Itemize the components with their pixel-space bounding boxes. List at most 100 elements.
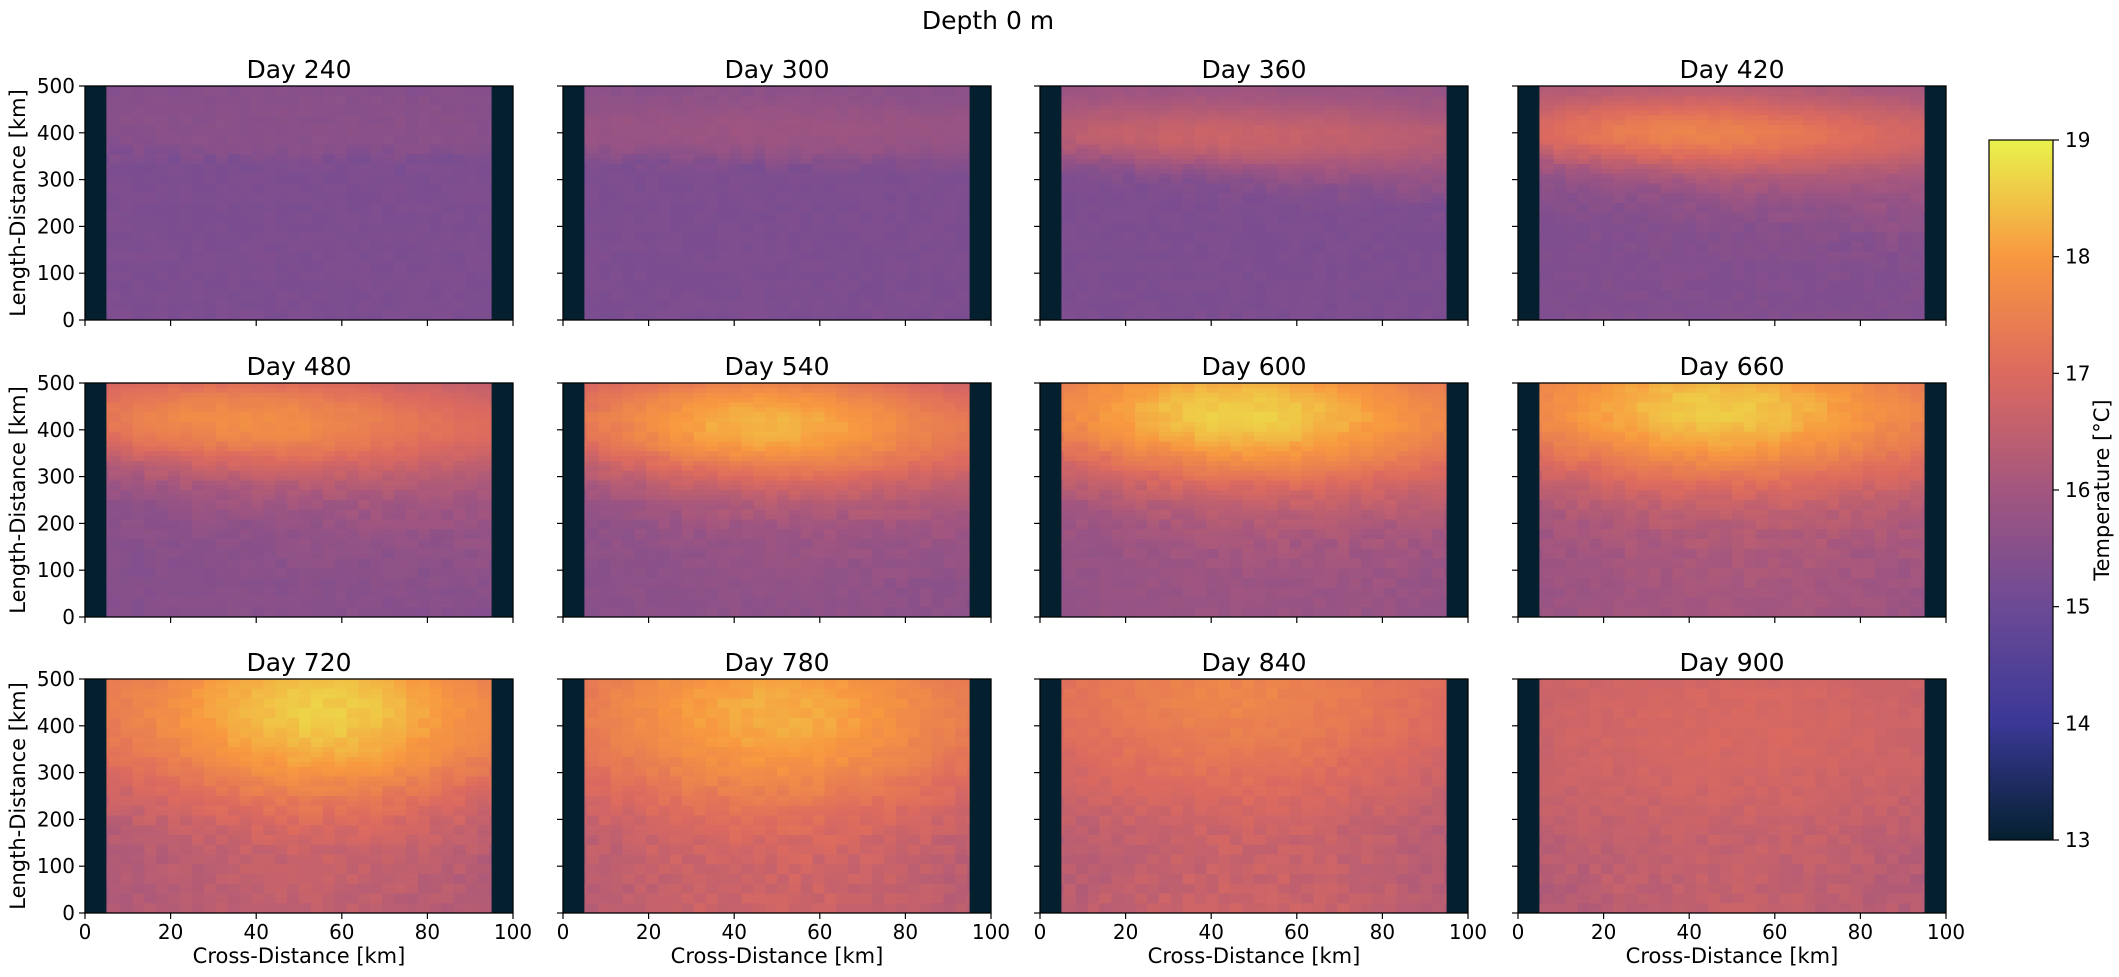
heatmap-cell [586, 310, 600, 316]
heatmap-cell [788, 198, 802, 204]
heatmap-cell [108, 193, 122, 199]
heatmap-cell [717, 315, 731, 320]
heatmap-cell [670, 139, 683, 146]
heatmap-cell [358, 285, 371, 292]
heatmap-cell [777, 154, 790, 160]
heatmap-cell [1242, 134, 1255, 141]
heatmap-cell [1075, 217, 1089, 224]
heatmap-cell [310, 290, 324, 297]
heatmap-cell [1194, 217, 1208, 224]
heatmap-cell [884, 105, 897, 111]
heatmap-cell [1075, 222, 1089, 228]
heatmap-cell [346, 207, 360, 214]
heatmap-cell [1313, 198, 1326, 204]
heatmap-cell [1135, 193, 1148, 199]
heatmap-cell [120, 246, 134, 253]
heatmap-cell [406, 261, 419, 267]
heatmap-cell [1111, 203, 1124, 209]
heatmap-cell [693, 125, 707, 131]
heatmap-cell [693, 100, 707, 107]
heatmap-cell [1408, 86, 1422, 92]
heatmap-cell [622, 188, 635, 194]
heatmap-cell [477, 95, 490, 102]
heatmap-cell [1218, 144, 1231, 150]
heatmap-cell [1254, 120, 1267, 126]
heatmap-cell [192, 129, 205, 136]
heatmap-cell [848, 90, 861, 97]
heatmap-cell [646, 193, 659, 199]
heatmap-cell [955, 266, 968, 272]
heatmap-cell [1361, 237, 1374, 243]
heatmap-cell [1432, 281, 1445, 287]
heatmap-cell [346, 217, 360, 224]
heatmap-cell [765, 222, 778, 228]
heatmap-cell [895, 90, 909, 97]
heatmap-cell [1301, 217, 1315, 224]
heatmap-cell [132, 188, 146, 194]
heatmap-cell [646, 256, 659, 263]
heatmap-cell [1123, 90, 1136, 97]
heatmap-cell [358, 207, 371, 214]
heatmap-cell [1218, 125, 1231, 131]
heatmap-cell [346, 271, 360, 277]
heatmap-cell [203, 193, 217, 199]
heatmap-cell [931, 110, 945, 116]
heatmap-cell [1325, 159, 1338, 165]
heatmap-cell [370, 295, 383, 302]
heatmap-cell [1277, 139, 1291, 146]
heatmap-cell [610, 271, 624, 277]
heatmap-cell [406, 217, 419, 224]
heatmap-cell [1123, 266, 1136, 272]
heatmap-cell [1337, 222, 1350, 228]
heatmap-cell [1408, 276, 1422, 282]
heatmap-cell [239, 86, 253, 92]
heatmap-cell [824, 149, 838, 155]
heatmap-cell [358, 168, 371, 175]
heatmap-cell [658, 271, 671, 277]
heatmap-cell [955, 105, 968, 111]
heatmap-cell [1254, 237, 1267, 243]
heatmap-cell [1111, 198, 1124, 204]
heatmap-cell [239, 183, 253, 189]
heatmap-cell [1313, 110, 1326, 116]
heatmap-cell [1075, 271, 1089, 277]
heatmap-cell [1265, 232, 1279, 238]
heatmap-cell [1218, 139, 1231, 146]
heatmap-cell [1361, 95, 1374, 102]
heatmap-cell [417, 227, 431, 233]
heatmap-cell [884, 285, 897, 292]
heatmap-cell [370, 105, 383, 111]
heatmap-cell [1277, 120, 1291, 126]
heatmap-cell [681, 315, 695, 320]
heatmap-cell [717, 159, 731, 165]
heatmap-cell [943, 232, 956, 238]
heatmap-cell [239, 266, 253, 272]
heatmap-cell [310, 134, 324, 141]
heatmap-cell [239, 90, 253, 97]
heatmap-cell [275, 120, 288, 126]
heatmap-cell [943, 251, 956, 258]
heatmap-cell [251, 251, 264, 258]
heatmap-cell [346, 305, 360, 311]
heatmap-cell [1254, 246, 1267, 253]
heatmap-cell [108, 203, 122, 209]
heatmap-cell [1242, 212, 1255, 219]
heatmap-cell [646, 154, 659, 160]
heatmap-cell [156, 300, 169, 306]
heatmap-cell [848, 295, 861, 302]
heatmap-cell [132, 217, 146, 224]
heatmap-cell [705, 134, 719, 141]
heatmap-cell [693, 300, 707, 306]
heatmap-cell [634, 276, 647, 282]
heatmap-cell [358, 242, 371, 248]
heatmap-cell [263, 86, 276, 92]
heatmap-cell [108, 134, 122, 141]
heatmap-cell [658, 227, 671, 233]
heatmap-cell [1289, 276, 1303, 282]
heatmap-cell [334, 193, 348, 199]
heatmap-cell [670, 295, 683, 302]
heatmap-cell [836, 212, 849, 219]
heatmap-cell [705, 139, 719, 146]
heatmap-cell [860, 217, 873, 224]
heatmap-cell [788, 154, 802, 160]
